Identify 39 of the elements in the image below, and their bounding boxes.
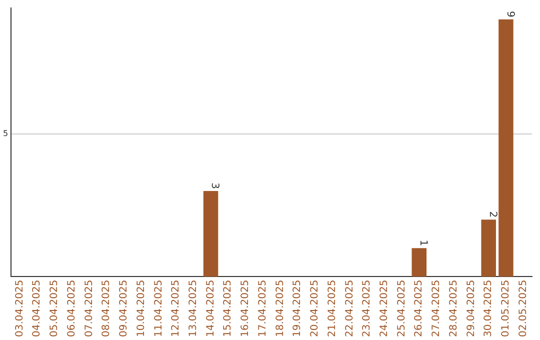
x-tick-label: 06.04.2025 — [66, 280, 78, 338]
x-tick-label: 25.04.2025 — [396, 280, 408, 338]
x-tick-label: 12.04.2025 — [170, 280, 182, 338]
x-tick-label: 14.04.2025 — [205, 280, 216, 338]
x-tick-label: 07.04.2025 — [84, 280, 95, 338]
x-tick-label: 09.04.2025 — [118, 280, 130, 338]
x-tick-label: 21.04.2025 — [326, 280, 338, 338]
x-tick-label: 26.04.2025 — [414, 280, 425, 338]
bar — [412, 248, 427, 277]
x-tick-label: 17.04.2025 — [257, 280, 268, 338]
y-tick-label: 5 — [2, 128, 8, 138]
bar — [498, 19, 514, 277]
x-tick-label: 20.04.2025 — [310, 280, 321, 338]
x-tick-label: 11.04.2025 — [153, 280, 164, 338]
data-label: 2 — [486, 211, 498, 218]
x-tick-label: 27.04.2025 — [431, 280, 442, 338]
x-tick-label: 22.04.2025 — [344, 280, 356, 338]
x-tick-label: 08.04.2025 — [101, 280, 112, 338]
data-label: 3 — [209, 182, 220, 189]
x-tick-label: 10.04.2025 — [136, 280, 147, 338]
data-label: 1 — [418, 240, 429, 246]
bar — [481, 220, 496, 277]
x-tick-label: 04.04.2025 — [32, 280, 43, 338]
data-label: 9 — [504, 11, 516, 18]
x-tick-label: 23.04.2025 — [362, 280, 373, 338]
x-tick-label: 13.04.2025 — [188, 280, 199, 338]
x-tick-label: 03.04.2025 — [14, 280, 26, 338]
x-tick-label: 16.04.2025 — [240, 280, 252, 338]
x-tick-label: 19.04.2025 — [292, 280, 304, 338]
x-tick-label: 24.04.2025 — [379, 280, 390, 338]
x-tick-label: 15.04.2025 — [222, 280, 234, 338]
x-tick-label: 01.05.2025 — [500, 280, 512, 338]
x-tick-label: 02.05.2025 — [518, 280, 529, 338]
x-tick-label: 28.04.2025 — [448, 280, 460, 338]
bar — [203, 190, 218, 277]
x-tick-label: 30.04.2025 — [483, 280, 494, 338]
x-tick-label: 05.04.2025 — [49, 280, 60, 338]
x-tick-label: 29.04.2025 — [466, 280, 477, 338]
x-tick-label: 18.04.2025 — [274, 280, 286, 338]
